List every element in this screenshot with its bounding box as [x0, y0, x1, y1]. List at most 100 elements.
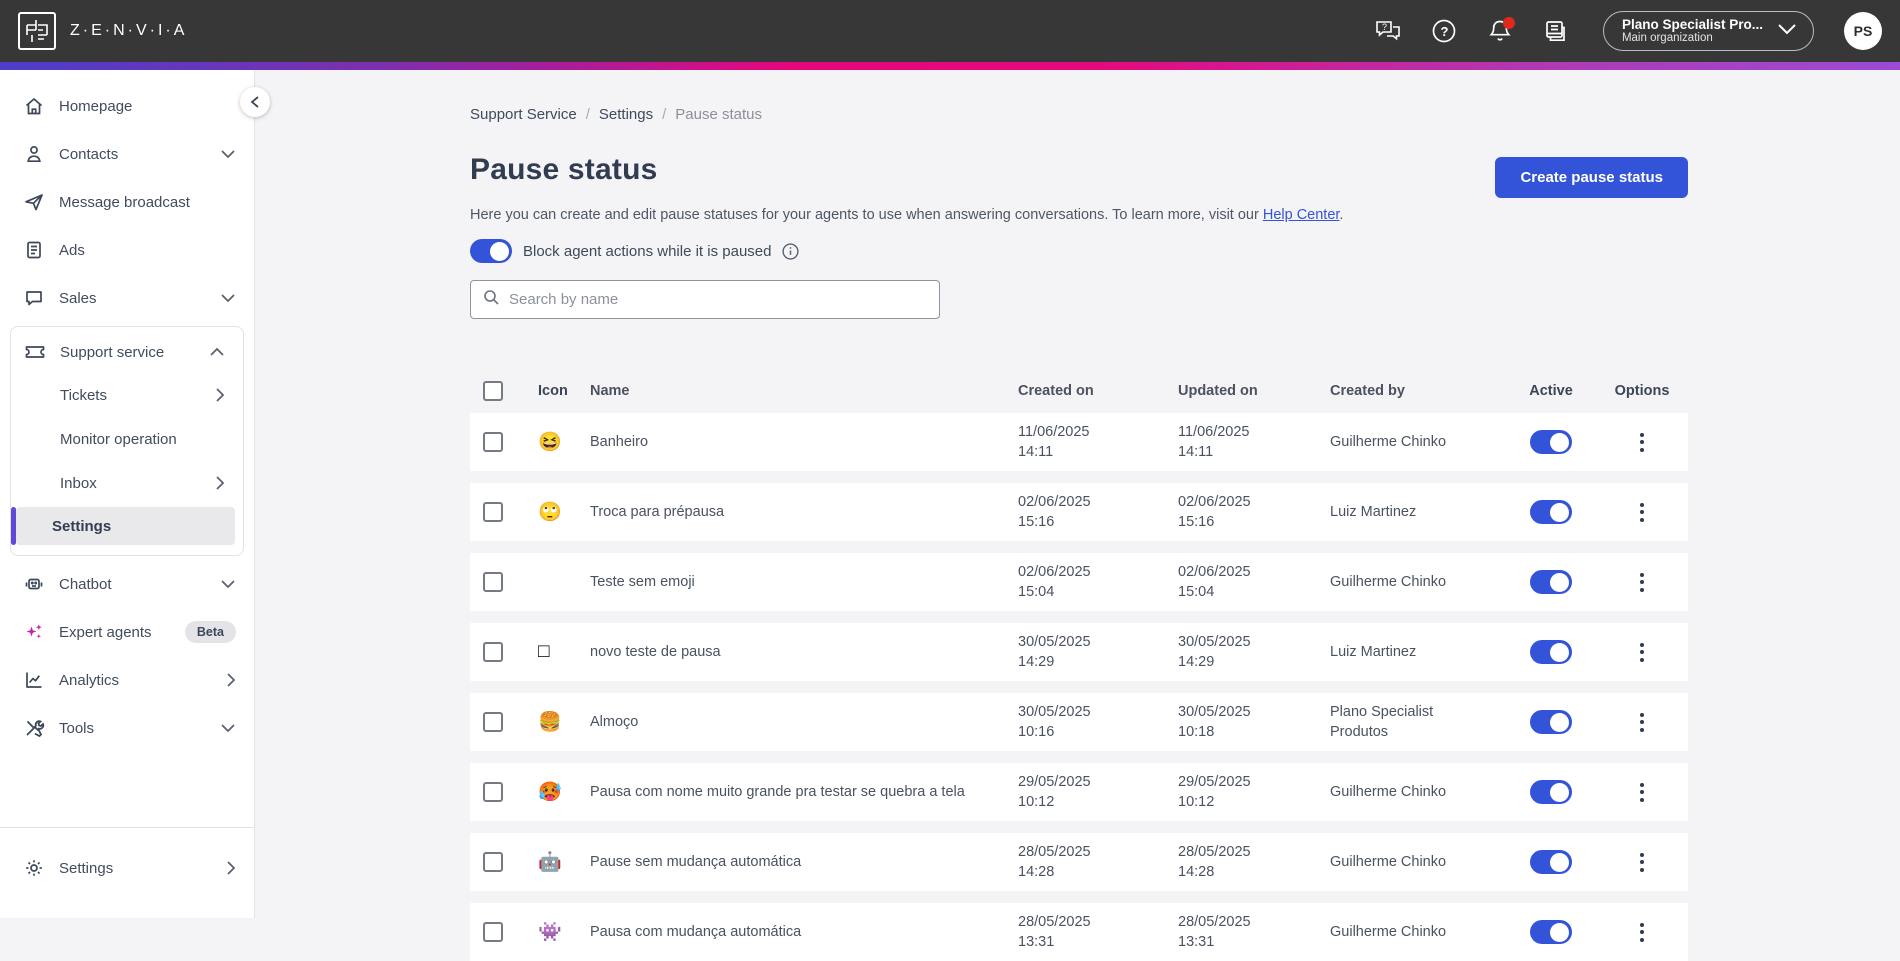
created-time: 10:12: [1018, 794, 1055, 810]
sidebar-item-contacts[interactable]: Contacts: [0, 130, 254, 178]
table-row: Teste sem emoji 02/06/2025 15:04 02/06/2025…: [470, 553, 1688, 611]
active-toggle[interactable]: [1530, 570, 1572, 594]
toggle-knob: [1550, 922, 1569, 942]
table-row: 🤖 Pause sem mudança automática 28/05/2025 1…: [470, 833, 1688, 891]
pause-emoji-icon: 🥵: [538, 782, 562, 803]
created-by-cell: Luiz Martinez: [1330, 504, 1417, 520]
sidebar-item-tools[interactable]: Tools: [0, 704, 254, 752]
kebab-dot: [1640, 650, 1644, 654]
toggle-knob: [1550, 642, 1569, 662]
search-input[interactable]: [509, 291, 927, 308]
active-toggle[interactable]: [1530, 500, 1572, 524]
toggle-knob: [1550, 572, 1569, 592]
chevron-down-icon: [220, 293, 236, 303]
row-checkbox[interactable]: [483, 502, 503, 522]
chevron-down-icon: [220, 579, 236, 589]
organization-selector[interactable]: Plano Specialist Pro... Main organizatio…: [1602, 11, 1814, 51]
sidebar-item-label: Inbox: [60, 474, 97, 492]
notifications-icon[interactable]: [1485, 16, 1515, 46]
active-toggle[interactable]: [1530, 780, 1572, 804]
kebab-dot: [1640, 572, 1644, 577]
sidebar-item-inbox[interactable]: Inbox: [11, 461, 243, 505]
sidebar-item-sales[interactable]: Sales: [0, 274, 254, 322]
tools-icon: [22, 717, 46, 739]
options-kebab-icon[interactable]: [1634, 847, 1650, 878]
active-toggle[interactable]: [1530, 640, 1572, 664]
sidebar-item-expert-agents[interactable]: Expert agents Beta: [0, 608, 254, 656]
options-kebab-icon[interactable]: [1634, 567, 1650, 598]
row-checkbox[interactable]: [483, 782, 503, 802]
created-on-cell: 29/05/2025 10:12: [1018, 772, 1178, 812]
kebab-dot: [1640, 720, 1644, 724]
updated-date: 30/05/2025: [1178, 634, 1251, 650]
kebab-dot: [1640, 790, 1644, 794]
options-kebab-icon[interactable]: [1634, 777, 1650, 808]
active-toggle[interactable]: [1530, 850, 1572, 874]
create-pause-status-button[interactable]: Create pause status: [1495, 157, 1688, 198]
page-description: Here you can create and edit pause statu…: [470, 207, 1688, 223]
created-by-cell: Guilherme Chinko: [1330, 784, 1447, 800]
created-by-cell: Guilherme Chinko: [1330, 574, 1447, 590]
sidebar-item-analytics[interactable]: Analytics: [0, 656, 254, 704]
options-kebab-icon[interactable]: [1634, 427, 1650, 458]
updated-time: 14:29: [1178, 654, 1215, 670]
block-agent-actions-toggle[interactable]: [470, 239, 512, 263]
options-kebab-icon[interactable]: [1634, 917, 1650, 948]
sidebar-item-tickets[interactable]: Tickets: [11, 373, 243, 417]
breadcrumb-settings[interactable]: Settings: [598, 106, 654, 123]
sidebar-item-settings-selected[interactable]: Settings: [11, 507, 235, 545]
options-kebab-icon[interactable]: [1634, 497, 1650, 528]
row-checkbox[interactable]: [483, 852, 503, 872]
options-kebab-icon[interactable]: [1634, 637, 1650, 668]
select-all-checkbox[interactable]: [483, 381, 503, 401]
sidebar-item-settings-bottom[interactable]: Settings: [0, 844, 254, 892]
breadcrumb-support-service[interactable]: Support Service: [470, 106, 577, 123]
sidebar-item-homepage[interactable]: Homepage: [0, 82, 254, 130]
row-checkbox[interactable]: [483, 712, 503, 732]
kebab-dot: [1640, 922, 1644, 927]
options-cell: [1597, 567, 1687, 598]
organization-subtitle: Main organization: [1621, 32, 1713, 45]
chevron-right-icon: [215, 387, 225, 403]
sidebar-collapse-button[interactable]: [240, 87, 270, 117]
sidebar-divider: [0, 827, 254, 828]
info-icon[interactable]: [782, 242, 800, 260]
active-toggle[interactable]: [1530, 920, 1572, 944]
help-icon[interactable]: ?: [1429, 16, 1459, 46]
kebab-dot: [1640, 432, 1644, 437]
paper-plane-icon: [22, 191, 46, 213]
header-updated-on: Updated on: [1178, 383, 1258, 399]
row-checkbox[interactable]: [483, 922, 503, 942]
zenvia-logo-icon: [18, 12, 56, 50]
header-icon: Icon: [538, 383, 568, 399]
active-toggle[interactable]: [1530, 430, 1572, 454]
chat-support-icon[interactable]: ?: [1373, 16, 1403, 46]
sidebar-item-ads[interactable]: Ads: [0, 226, 254, 274]
sidebar-item-monitor-operation[interactable]: Monitor operation: [11, 417, 243, 461]
avatar[interactable]: PS: [1844, 12, 1882, 50]
row-checkbox[interactable]: [483, 432, 503, 452]
updated-on-cell: 30/05/2025 14:29: [1178, 632, 1330, 672]
sidebar-item-message-broadcast[interactable]: Message broadcast: [0, 178, 254, 226]
sidebar-item-chatbot[interactable]: Chatbot: [0, 560, 254, 608]
active-toggle[interactable]: [1530, 710, 1572, 734]
chevron-right-icon: [226, 672, 236, 688]
kebab-dot: [1640, 642, 1644, 647]
options-kebab-icon[interactable]: [1634, 707, 1650, 738]
ticket-icon: [23, 341, 47, 363]
header-active: Active: [1529, 383, 1573, 399]
kebab-dot: [1640, 930, 1644, 934]
organization-icon[interactable]: [1541, 16, 1571, 46]
row-checkbox[interactable]: [483, 572, 503, 592]
cell-checkbox: [483, 782, 538, 802]
kebab-dot: [1640, 440, 1644, 444]
gear-icon: [22, 857, 46, 879]
row-checkbox[interactable]: [483, 642, 503, 662]
help-center-link[interactable]: Help Center: [1262, 207, 1340, 223]
updated-on-cell: 02/06/2025 15:04: [1178, 562, 1330, 602]
created-time: 14:11: [1018, 444, 1054, 460]
sidebar-group-support-service: Support service Tickets Monitor operatio…: [10, 326, 244, 556]
created-time: 15:04: [1018, 584, 1055, 600]
sidebar-item-support-service[interactable]: Support service: [11, 331, 243, 373]
main-content: Support Service / Settings / Pause statu…: [255, 70, 1900, 961]
